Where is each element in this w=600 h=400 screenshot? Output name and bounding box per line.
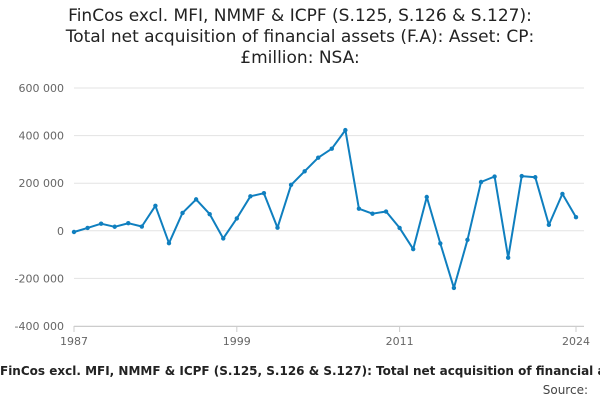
source-label: Source: xyxy=(542,383,588,397)
y-tick-label: 0 xyxy=(57,225,64,238)
y-tick-label: 200 000 xyxy=(19,177,65,190)
data-point xyxy=(546,222,552,228)
y-tick-labels: 600 000 400 000 200 000 0 -200 000 -400 000 xyxy=(15,82,64,333)
data-point xyxy=(329,146,334,151)
data-point xyxy=(112,224,117,229)
data-point xyxy=(261,190,267,196)
series-group xyxy=(71,127,579,291)
y-tick-label: -400 000 xyxy=(15,320,64,333)
data-point xyxy=(465,237,470,243)
data-point xyxy=(234,216,240,221)
data-point xyxy=(302,169,307,174)
data-point xyxy=(492,174,497,179)
x-axis-label: FinCos excl. MFI, NMMF & ICPF (S.125, S.… xyxy=(0,364,600,378)
data-point xyxy=(424,194,429,200)
series-line xyxy=(73,129,577,289)
data-point xyxy=(248,194,253,199)
chart-title: FinCos excl. MFI, NMMF & ICPF (S.125, S.… xyxy=(0,6,600,69)
data-point xyxy=(180,210,185,216)
x-tick-label: 1999 xyxy=(223,335,251,348)
y-tick-label: 400 000 xyxy=(19,130,65,143)
data-point xyxy=(288,182,294,188)
data-point xyxy=(370,211,375,216)
y-tick-label: -200 000 xyxy=(15,272,64,285)
data-point xyxy=(383,209,389,214)
x-tick-label: 2011 xyxy=(386,335,414,348)
data-point xyxy=(478,179,484,185)
data-point xyxy=(573,215,579,220)
data-point xyxy=(356,206,362,211)
x-tick-labels: 1987 1999 2011 2024 xyxy=(60,335,590,348)
data-point xyxy=(519,173,524,179)
data-point xyxy=(560,191,565,197)
y-tick-label: 600 000 xyxy=(19,82,65,95)
data-point xyxy=(166,240,172,246)
data-point xyxy=(505,255,511,260)
data-point xyxy=(397,225,402,231)
x-tick-label: 2024 xyxy=(562,335,590,348)
data-point xyxy=(193,197,199,202)
data-point xyxy=(343,127,348,133)
data-point xyxy=(316,155,321,160)
axes xyxy=(73,326,584,332)
chart-title-line-3: £million: NSA: xyxy=(240,48,360,68)
data-point xyxy=(533,175,538,180)
grid-lines xyxy=(74,87,584,327)
x-tick-label: 1987 xyxy=(60,335,88,348)
data-point xyxy=(85,225,90,231)
data-point xyxy=(207,211,212,217)
chart-title-line-1: FinCos excl. MFI, NMMF & ICPF (S.125, S.… xyxy=(68,6,532,26)
data-point xyxy=(221,236,226,241)
data-point xyxy=(98,221,104,226)
data-point xyxy=(71,229,77,235)
data-point xyxy=(153,203,158,209)
data-point xyxy=(275,225,280,230)
data-point xyxy=(438,241,443,246)
data-point xyxy=(126,220,131,226)
data-point xyxy=(139,224,145,229)
data-point xyxy=(451,285,457,291)
chart-title-line-2: Total net acquisition of financial asset… xyxy=(65,27,535,47)
data-point xyxy=(410,246,416,252)
